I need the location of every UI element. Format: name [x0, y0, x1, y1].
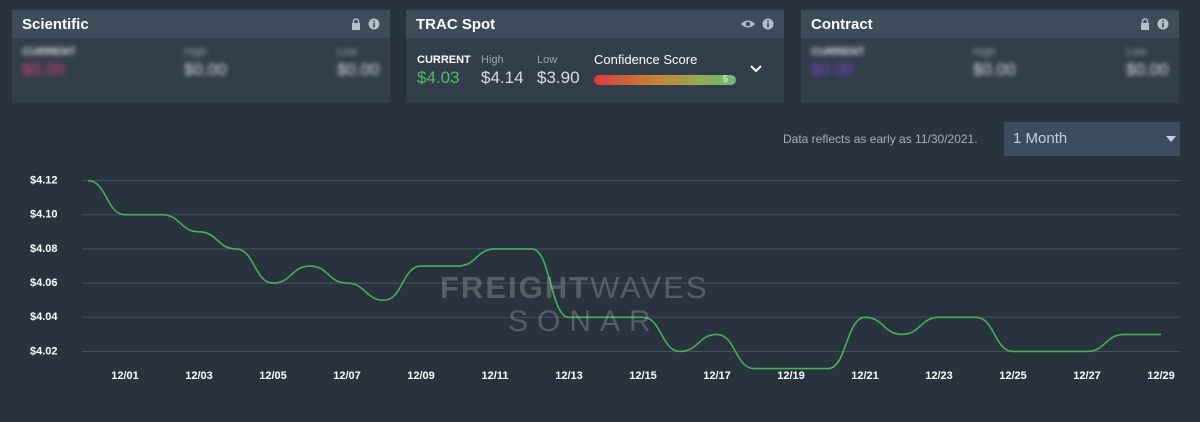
high-value: $0.00: [184, 60, 227, 79]
watermark-brand: WAVES: [590, 270, 709, 305]
range-select-value: 1 Month: [1013, 130, 1068, 147]
icons: [1139, 18, 1169, 30]
info-icon[interactable]: [762, 18, 774, 30]
x-tick-label: 12/15: [629, 370, 657, 382]
panel-body: CURRENT $0.00 High $0.00 Low $0.00: [801, 38, 1179, 103]
high-value: $0.00: [973, 60, 1016, 79]
x-tick-label: 12/25: [999, 370, 1027, 382]
info-icon[interactable]: [368, 18, 380, 30]
panel: Contract CURRENT $0.00 High $0.00 Low $0…: [801, 10, 1179, 103]
panel-header: Contract: [801, 10, 1179, 38]
low-value: $0.00: [337, 60, 380, 79]
y-tick-label: $4.08: [30, 243, 58, 255]
high-label: High: [973, 46, 996, 58]
high-label: High: [184, 46, 207, 58]
confidence-score: 5: [722, 74, 728, 84]
lock-icon[interactable]: [1139, 18, 1151, 30]
panel: Scientific CURRENT $0.00 High $0.00 Low …: [12, 10, 390, 103]
current-value: $4.03: [417, 68, 460, 87]
y-tick-label: $4.04: [30, 311, 58, 323]
x-tick-label: 12/17: [703, 370, 731, 382]
low-label: Low: [337, 46, 358, 58]
panel-title: Scientific: [22, 15, 89, 33]
current-value: $0.00: [22, 60, 65, 79]
panel-header: Scientific: [12, 10, 390, 38]
x-tick-label: 12/03: [185, 370, 213, 382]
dropdown-arrow: [1166, 136, 1176, 142]
panel-title: TRAC Spot: [416, 15, 496, 33]
icons: [350, 18, 380, 30]
range-select[interactable]: 1 Month: [1004, 122, 1180, 156]
panel: TRAC Spot CURRENT $4.03 High $4.14 Low $…: [406, 10, 784, 103]
x-tick-label: 12/27: [1073, 370, 1101, 382]
x-tick-label: 12/07: [333, 370, 361, 382]
y-tick-label: $4.02: [30, 345, 58, 357]
x-tick-label: 12/11: [482, 370, 509, 382]
current-value: $0.00: [811, 60, 854, 79]
high-label: High: [481, 54, 504, 66]
y-tick-label: $4.10: [30, 209, 58, 221]
x-tick-label: 12/23: [925, 370, 953, 382]
confidence-bar: 5: [594, 74, 736, 85]
eye-icon[interactable]: [740, 18, 756, 30]
high-value: $4.14: [481, 68, 524, 87]
x-tick-label: 12/01: [111, 370, 139, 382]
line-series: [87, 179, 1161, 370]
watermark: FREIGHTWAVES: [440, 270, 709, 306]
low-label: Low: [1126, 46, 1147, 58]
x-tick-label: 12/29: [1147, 370, 1175, 382]
info-icon[interactable]: [1157, 18, 1169, 30]
current-label: CURRENT: [811, 46, 865, 58]
data-note: Data reflects as early as 11/30/2021.: [783, 132, 978, 146]
lock-icon[interactable]: [350, 18, 362, 30]
watermark-brand: FREIGHT: [440, 270, 591, 305]
low-value: $3.90: [537, 68, 580, 87]
x-tick-label: 12/13: [555, 370, 583, 382]
panel-header: TRAC Spot: [406, 10, 784, 38]
x-tick-label: 12/09: [407, 370, 435, 382]
panel-body: CURRENT $4.03 High $4.14 Low $3.90 Confi…: [406, 38, 784, 103]
icons: [740, 18, 774, 30]
expand-button[interactable]: [749, 64, 763, 74]
x-tick-label: 12/19: [777, 370, 805, 382]
confidence-label: Confidence Score: [594, 52, 698, 67]
y-tick-label: $4.06: [30, 277, 58, 289]
panel-body: CURRENT $0.00 High $0.00 Low $0.00: [12, 38, 390, 103]
panel-title: Contract: [811, 15, 873, 33]
y-tick-label: $4.12: [30, 174, 58, 186]
x-tick-label: 12/21: [851, 370, 879, 382]
x-tick-label: 12/05: [259, 370, 287, 382]
watermark-product: SONAR: [508, 305, 660, 338]
low-label: Low: [537, 54, 558, 66]
low-value: $0.00: [1126, 60, 1169, 79]
current-label: CURRENT: [417, 54, 471, 66]
current-label: CURRENT: [22, 46, 76, 58]
